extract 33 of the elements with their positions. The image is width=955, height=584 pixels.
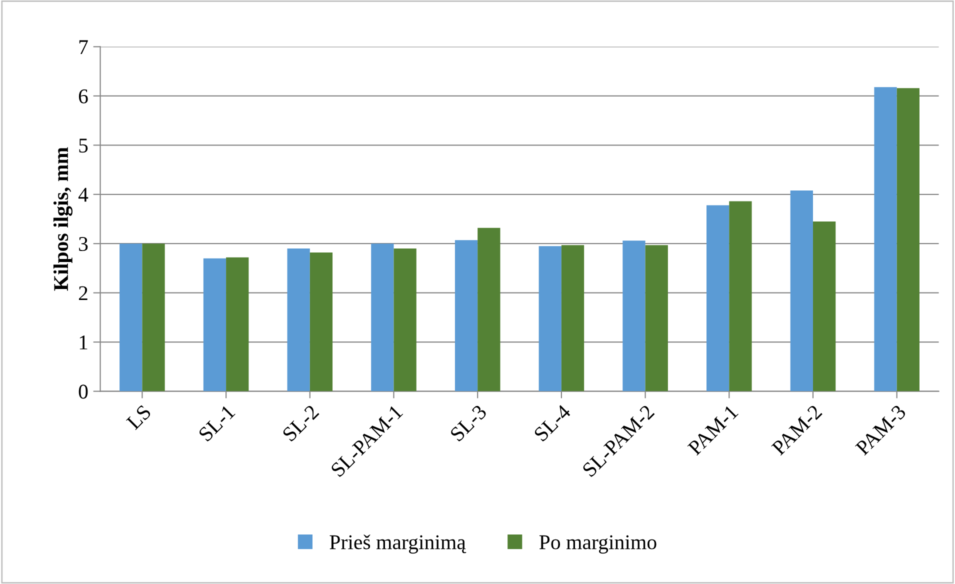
bar xyxy=(454,240,478,392)
bar xyxy=(645,245,668,392)
legend-label: Po marginimo xyxy=(539,535,656,554)
bar xyxy=(790,190,813,392)
y-tick-label: 3 xyxy=(79,237,88,252)
bar xyxy=(896,88,920,392)
bar xyxy=(310,252,333,392)
bar xyxy=(874,87,897,392)
y-tick-label: 6 xyxy=(78,89,88,104)
bar xyxy=(538,246,562,392)
bar xyxy=(226,257,249,392)
x-tick-label: SL-1 xyxy=(198,404,236,442)
x-tick-label: LS xyxy=(126,404,152,430)
bar xyxy=(561,245,584,392)
bar xyxy=(371,244,394,392)
bar xyxy=(142,244,165,392)
bar xyxy=(812,221,836,392)
bar xyxy=(622,240,646,392)
y-tick-label: 7 xyxy=(79,40,88,54)
bar xyxy=(729,201,752,392)
y-axis-title: Kilpos ilgis, mm xyxy=(53,147,72,291)
bar xyxy=(203,258,226,392)
bar xyxy=(287,248,310,392)
y-tick-label: 4 xyxy=(78,188,88,202)
bar xyxy=(706,205,730,392)
legend-label: Prieš marginimą xyxy=(330,534,466,554)
y-tick-label: 5 xyxy=(79,138,88,153)
bar xyxy=(394,248,416,392)
bar xyxy=(478,228,500,392)
bar xyxy=(120,244,142,392)
y-tick-label: 0 xyxy=(78,384,88,399)
y-tick-label: 1 xyxy=(80,336,88,350)
y-tick-label: 2 xyxy=(78,286,88,300)
